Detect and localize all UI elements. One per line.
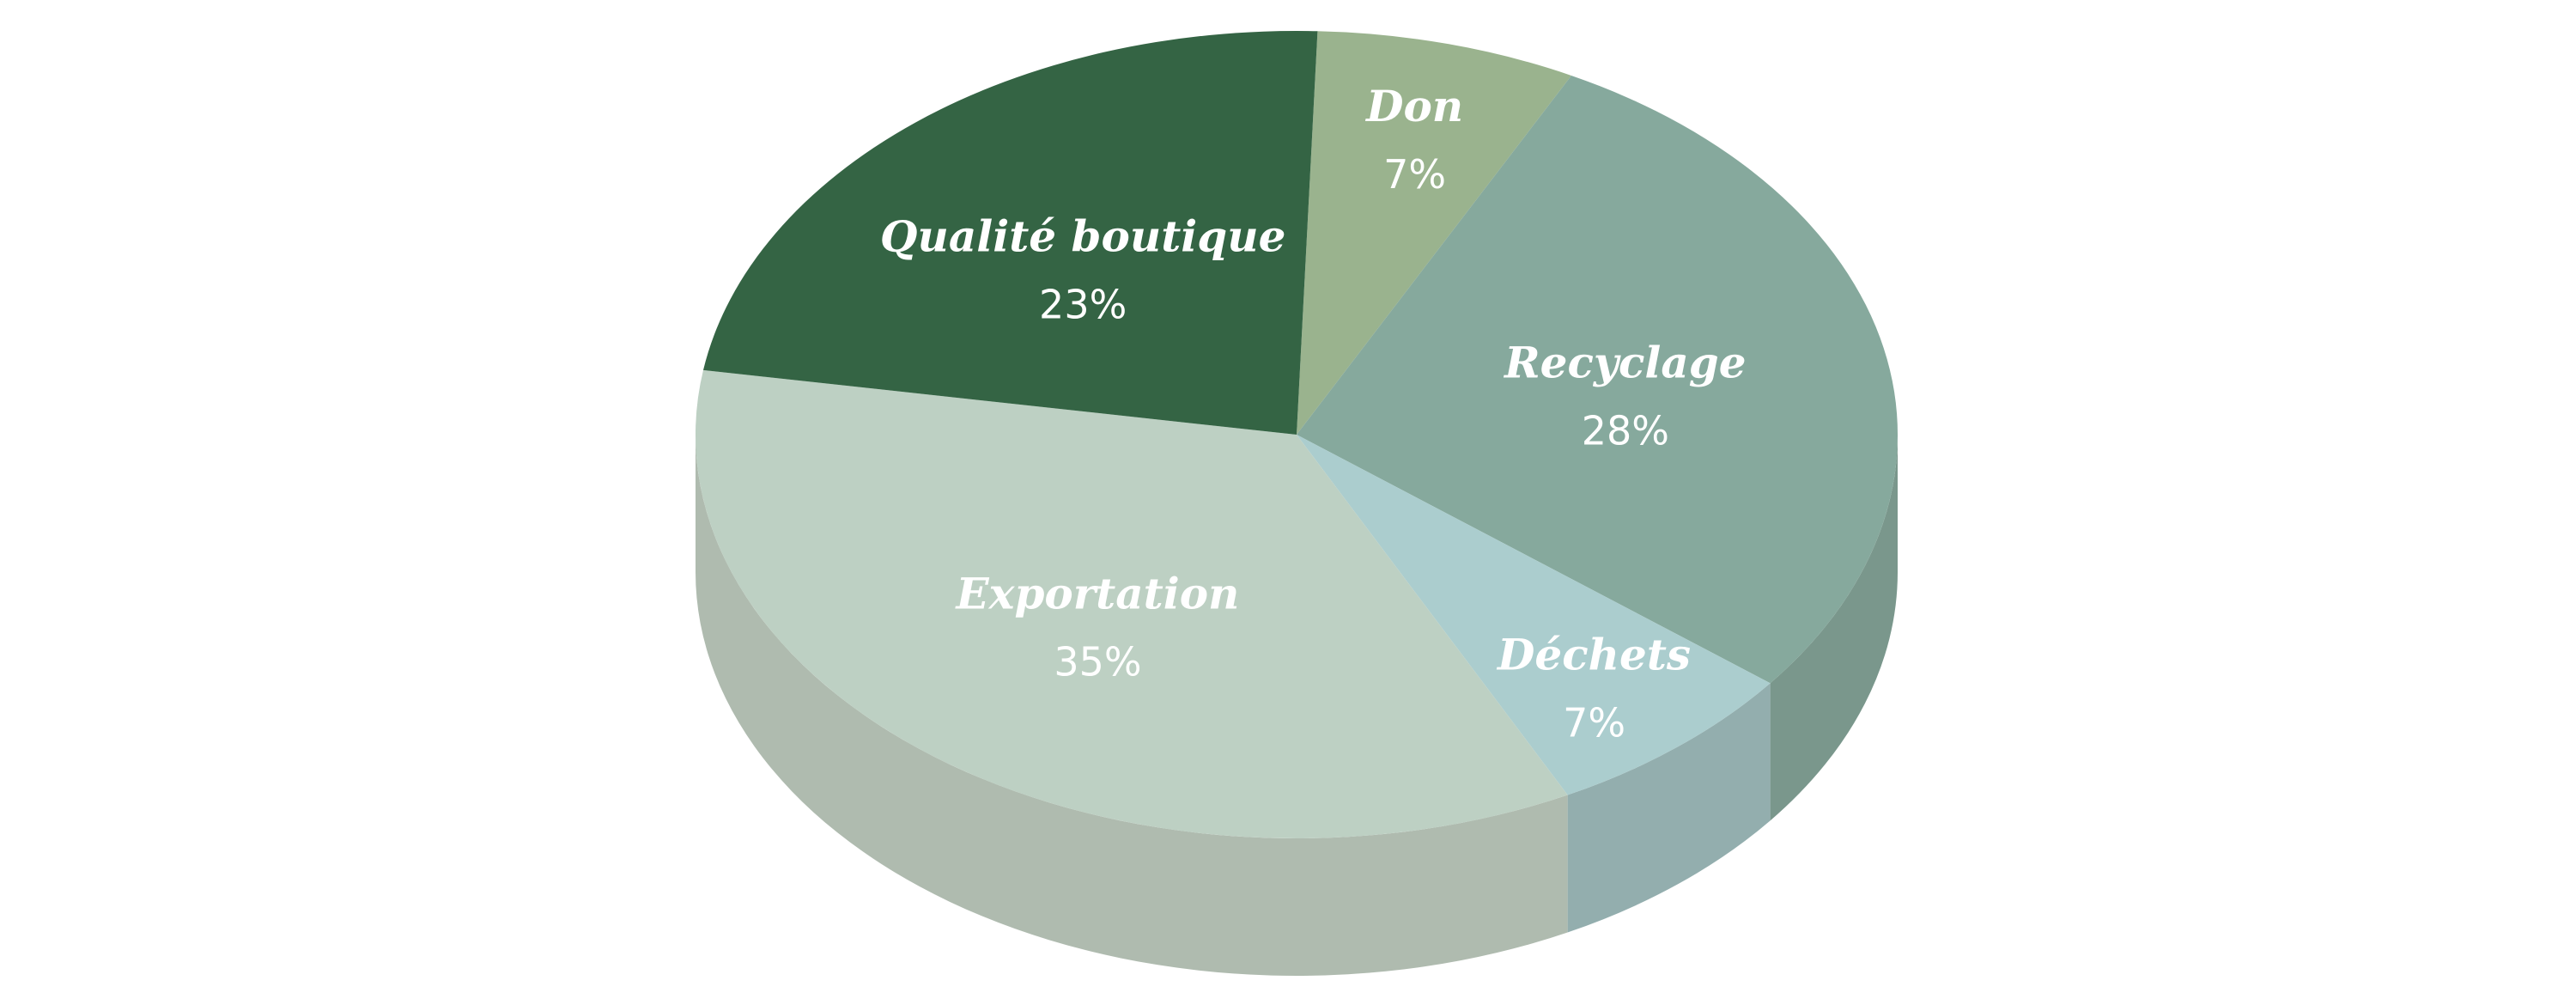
pie-side-2-0 [1567,683,1771,933]
pie-slice-value-4: 23% [1039,282,1127,328]
pie-side-1-0 [1770,435,1898,821]
pie-slice-label-4: Qualité boutique [880,211,1286,262]
pie-slice-label-1: Recyclage [1503,337,1746,387]
pie-labels: Don 7% Recyclage 28% Déchets 7% Exportation 35%… [880,81,1747,746]
pie-slice-1 [1297,75,1898,684]
pie-slice-label-3: Exportation [955,568,1240,618]
pie-slice-2 [1297,435,1771,795]
pie-slice-3 [696,369,1568,838]
pie-side-3-0 [696,435,1568,976]
pie-slice-value-2: 7% [1563,699,1625,746]
pie-sides [696,435,1898,976]
pie-slices [696,31,1898,838]
pie-slice-4 [703,31,1318,435]
pie-slice-value-1: 28% [1582,407,1669,454]
pie-slice-value-3: 35% [1054,638,1141,685]
pie-slice-0 [1297,31,1571,435]
pie-slice-label-0: Don [1364,81,1463,131]
pie-slice-value-0: 7% [1383,151,1446,198]
pie-slice-label-2: Déchets [1496,629,1691,679]
